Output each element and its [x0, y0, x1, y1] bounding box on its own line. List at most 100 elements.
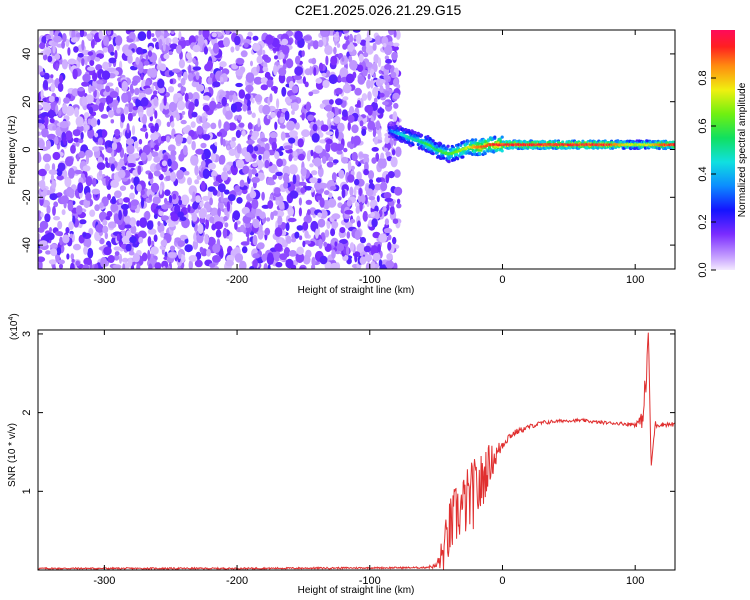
heatmap-cell: [87, 128, 95, 139]
heatmap-cell: [61, 59, 68, 70]
heatmap-cell: [164, 189, 171, 196]
heatmap-cell: [372, 73, 376, 78]
heatmap-cell: [342, 96, 349, 101]
heatmap-cell: [157, 221, 161, 227]
heatmap-cell: [249, 266, 255, 269]
heatmap-cell: [75, 205, 83, 215]
heatmap-cell: [163, 53, 170, 60]
heatmap-cell: [147, 236, 152, 247]
spectrogram-heatmap: [38, 30, 675, 269]
top-x-ticks: -300 -200 -100 0 100: [93, 30, 644, 286]
heatmap-cell: [294, 122, 300, 130]
heatmap-cell: [263, 263, 268, 269]
heatmap-cell: [245, 72, 255, 83]
heatmap-cell: [356, 100, 361, 108]
heatmap-cell: [51, 180, 57, 189]
heatmap-cell: [130, 224, 137, 234]
heatmap-cell: [105, 85, 111, 93]
heatmap-cell: [152, 196, 161, 205]
heatmap-cell: [195, 72, 200, 81]
heatmap-cell: [61, 40, 65, 49]
heatmap-cell: [169, 78, 174, 85]
heatmap-cell: [373, 136, 378, 145]
heatmap-cell: [224, 222, 229, 228]
heatmap-cell: [220, 135, 224, 146]
heatmap-cell: [102, 61, 110, 70]
heatmap-cell: [134, 87, 140, 96]
heatmap-cell: [175, 113, 180, 122]
heatmap-cell: [100, 114, 109, 119]
heatmap-cell: [293, 74, 303, 81]
heatmap-cell: [168, 51, 173, 56]
heatmap-cell: [136, 183, 142, 192]
heatmap-cell: [314, 145, 323, 154]
heatmap-cell: [235, 44, 240, 52]
heatmap-cell: [124, 128, 132, 140]
heatmap-cell: [289, 95, 297, 100]
heatmap-cell: [301, 112, 305, 121]
heatmap-cell: [459, 143, 463, 147]
heatmap-cell: [335, 98, 343, 106]
heatmap-cell: [222, 138, 226, 147]
heatmap-cell: [211, 32, 217, 38]
heatmap-cell: [188, 259, 193, 269]
heatmap-cell: [172, 37, 179, 45]
heatmap-cell: [184, 92, 189, 102]
heatmap-cell: [223, 37, 230, 48]
heatmap-cell: [160, 135, 167, 142]
heatmap-cell: [319, 182, 328, 189]
heatmap-cell: [256, 258, 264, 264]
heatmap-cell: [160, 215, 169, 221]
heatmap-cell: [121, 92, 129, 104]
heatmap-cell: [130, 199, 139, 207]
heatmap-cell: [39, 71, 45, 76]
heatmap-cell: [124, 49, 133, 57]
heatmap-cell: [311, 170, 318, 176]
heatmap-cell: [295, 174, 300, 184]
heatmap-cell: [332, 159, 339, 164]
heatmap-cell: [413, 131, 417, 135]
heatmap-cell: [341, 156, 349, 164]
heatmap-cell: [228, 148, 236, 156]
heatmap-cell: [439, 142, 443, 146]
heatmap-cell: [162, 108, 170, 115]
heatmap-cell: [296, 187, 301, 193]
heatmap-cell: [148, 46, 154, 51]
heatmap-cell: [77, 182, 84, 194]
heatmap-cell: [387, 30, 395, 36]
heatmap-cell: [318, 238, 323, 249]
heatmap-cell: [85, 176, 93, 187]
heatmap-cell: [295, 55, 301, 65]
heatmap-cell: [368, 178, 374, 184]
heatmap-cell: [140, 152, 147, 162]
heatmap-cell: [333, 46, 337, 55]
heatmap-cell: [177, 100, 186, 111]
heatmap-cell: [50, 74, 54, 79]
heatmap-cell: [154, 122, 159, 132]
heatmap-cell: [362, 210, 368, 222]
heatmap-cell: [298, 181, 307, 186]
heatmap-cell: [246, 236, 250, 244]
heatmap-cell: [304, 81, 309, 88]
heatmap-cell: [65, 227, 70, 234]
heatmap-cell: [126, 144, 135, 155]
heatmap-cell: [170, 171, 177, 183]
heatmap-cell: [362, 70, 368, 77]
heatmap-cell: [363, 245, 371, 253]
heatmap-cell: [279, 116, 285, 124]
heatmap-cell: [357, 193, 366, 204]
heatmap-cell: [46, 205, 51, 215]
heatmap-cell: [82, 232, 87, 237]
heatmap-cell: [291, 85, 299, 94]
heatmap-cell: [323, 190, 330, 196]
heatmap-cell: [47, 133, 56, 140]
heatmap-cell: [165, 175, 172, 181]
heatmap-cell: [278, 67, 287, 76]
heatmap-cell: [375, 177, 382, 183]
heatmap-cell: [77, 53, 84, 58]
heatmap-cell: [71, 30, 76, 40]
heatmap-cell: [379, 79, 386, 84]
heatmap-cell: [325, 131, 334, 136]
bottom-x-axis-label: Height of straight line (km): [298, 585, 415, 596]
heatmap-cell: [123, 215, 131, 223]
